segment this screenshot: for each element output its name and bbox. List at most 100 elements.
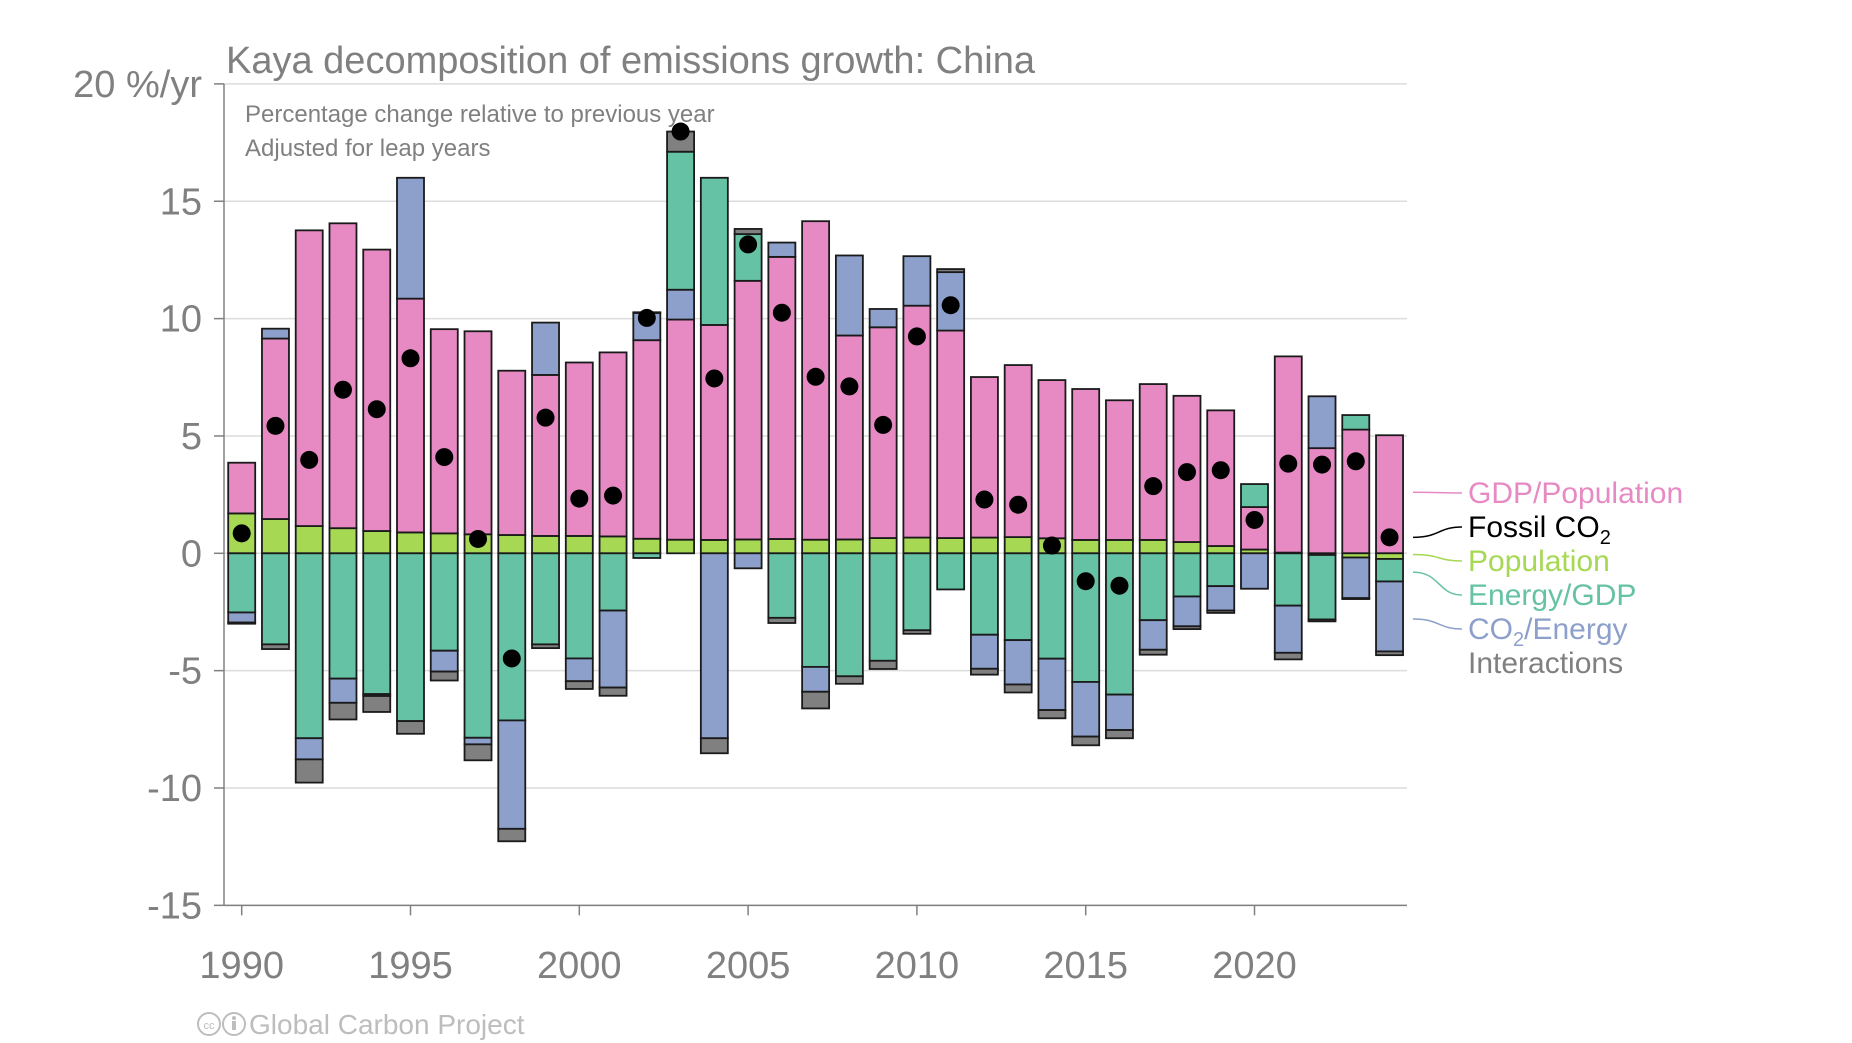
bar-segment-population-2008: [834, 538, 864, 555]
bar-segment-population-2012: [970, 536, 999, 555]
legend-item-2: Fossil CO2: [1412, 511, 1611, 549]
bar-segment-energy-gdp-2002: [632, 552, 662, 559]
bar-segment-population-2002: [632, 537, 662, 555]
bar-segment-gdp-population-2002: [632, 339, 662, 540]
legend-item-5: CO2/Energy: [1412, 613, 1628, 651]
bar-segment-co2-energy-1996: [429, 649, 459, 673]
bar-segment-energy-gdp-2001: [598, 552, 628, 612]
axes: [214, 83, 1407, 916]
bar-segment-gdp-population-2000: [564, 361, 594, 537]
chart-title: Kaya decomposition of emissions growth: …: [226, 40, 1036, 82]
bar-segment-energy-gdp-1995: [396, 552, 425, 723]
bar-segment-energy-gdp-2021: [1273, 552, 1303, 607]
bar-segment-interactions-2007: [801, 690, 831, 710]
legend-leader-line: [1412, 526, 1463, 539]
x-tick-label: 1990: [199, 945, 284, 987]
legend-label: CO2/Energy: [1468, 613, 1628, 651]
bar-segment-gdp-population-2007: [801, 220, 831, 541]
bar-segment-co2-energy-2004: [699, 552, 729, 740]
bar-segment-interactions-2023: [1341, 597, 1371, 600]
bar-segment-population-1996: [429, 532, 459, 555]
fossil-co2-point-2023: [1346, 452, 1365, 471]
x-tick-label: 1995: [368, 945, 453, 987]
bar-segment-interactions-1993: [328, 701, 358, 721]
bar-segment-gdp-population-1999: [531, 374, 560, 537]
bar-segment-gdp-population-2023: [1341, 428, 1371, 555]
bar-segment-population-2013: [1003, 536, 1033, 555]
fossil-co2-point-1993: [333, 380, 352, 399]
bar-segment-energy-gdp-2014: [1037, 552, 1067, 660]
y-tick-labels: 20 %/yr 15 10 5 0 -5 -10 -15: [73, 64, 202, 927]
legend-label: GDP/Population: [1468, 477, 1683, 510]
fossil-co2-point-1996: [435, 448, 454, 467]
bar-segment-gdp-population-1993: [328, 222, 358, 530]
bar-segment-gdp-population-2015: [1071, 388, 1101, 541]
bar-segment-gdp-population-2001: [598, 351, 628, 538]
x-tick-label: 2020: [1212, 945, 1297, 987]
bar-segment-population-2009: [868, 537, 898, 555]
bar-segment-population-2004: [699, 539, 729, 555]
fossil-co2-point-2012: [975, 490, 994, 509]
x-tick-label: 2005: [706, 945, 791, 987]
bar-segment-interactions-2014: [1037, 709, 1067, 720]
bar-segment-energy-gdp-2020: [1240, 483, 1269, 508]
bar-segment-gdp-population-2014: [1037, 379, 1067, 540]
bar-segment-co2-energy-2010: [902, 255, 932, 307]
bar-segment-population-2005: [733, 538, 763, 555]
x-tick-label: 2000: [537, 945, 622, 987]
bar-segment-energy-gdp-1999: [531, 552, 560, 646]
bar-segment-co2-energy-2009: [868, 308, 898, 329]
bar-segment-energy-gdp-2024: [1375, 558, 1404, 583]
bar-segment-co2-energy-1997: [463, 736, 493, 746]
fossil-co2-point-2016: [1110, 576, 1129, 595]
bar-segment-energy-gdp-2008: [834, 552, 864, 678]
fossil-co2-point-1992: [300, 450, 319, 469]
bar-segment-gdp-population-1997: [463, 330, 493, 536]
bar-segment-population-1993: [328, 527, 358, 555]
legend-label: Energy/GDP: [1468, 579, 1636, 612]
bar-segment-gdp-population-2006: [767, 255, 797, 540]
x-tick-labels: 1990 1995 2000 2005 2010 2015 2020: [199, 945, 1296, 987]
bar-segment-energy-gdp-1992: [294, 552, 324, 740]
y-tick-label: 20 %/yr: [73, 64, 202, 106]
fossil-co2-point-1991: [266, 416, 285, 435]
bar-segment-energy-gdp-2019: [1206, 552, 1236, 588]
bar-segment-gdp-population-2005: [733, 279, 763, 541]
bar-segment-interactions-1999: [531, 643, 560, 650]
bar-segment-co2-energy-1992: [294, 737, 324, 761]
bar-segment-interactions-2018: [1172, 625, 1202, 631]
bar-segment-population-2006: [767, 538, 797, 555]
bar-segment-interactions-2024: [1375, 650, 1404, 657]
fossil-co2-point-2006: [772, 303, 791, 322]
bar-segment-gdp-population-2017: [1138, 383, 1168, 541]
y-tick-label: -15: [147, 885, 202, 927]
bar-segment-energy-gdp-2018: [1172, 552, 1202, 598]
bar-segment-gdp-population-2016: [1105, 399, 1134, 541]
bar-segment-energy-gdp-2011: [936, 552, 966, 591]
bar-segment-interactions-2006: [767, 616, 797, 624]
bar-segment-population-2018: [1172, 541, 1202, 555]
chart-subtitle-line-2: Adjusted for leap years: [245, 135, 490, 162]
bar-segment-interactions-1995: [396, 720, 425, 735]
bar-segment-energy-gdp-2000: [564, 552, 594, 660]
fossil-co2-points: [232, 122, 1399, 668]
bar-segment-interactions-2022: [1307, 618, 1337, 623]
bar-segment-co2-energy-2018: [1172, 595, 1202, 628]
bar-segment-co2-energy-2001: [598, 609, 628, 689]
fossil-co2-point-2018: [1177, 463, 1196, 482]
y-tick-label: 10: [160, 299, 202, 341]
fossil-co2-point-2005: [739, 235, 758, 254]
bar-segment-population-2017: [1138, 539, 1168, 555]
fossil-co2-point-2001: [604, 486, 623, 505]
bars: [227, 130, 1404, 843]
bar-segment-interactions-2015: [1071, 735, 1101, 747]
bar-segment-energy-gdp-2003: [666, 150, 695, 291]
fossil-co2-point-1995: [401, 349, 420, 368]
y-tick-label: 15: [160, 181, 202, 223]
bar-segment-co2-energy-2020: [1240, 552, 1269, 590]
bar-segment-interactions-1996: [429, 670, 459, 682]
bar-segment-co2-energy-2008: [834, 254, 864, 337]
bar-segment-co2-energy-2007: [801, 665, 831, 693]
bar-segment-interactions-2016: [1105, 729, 1134, 740]
